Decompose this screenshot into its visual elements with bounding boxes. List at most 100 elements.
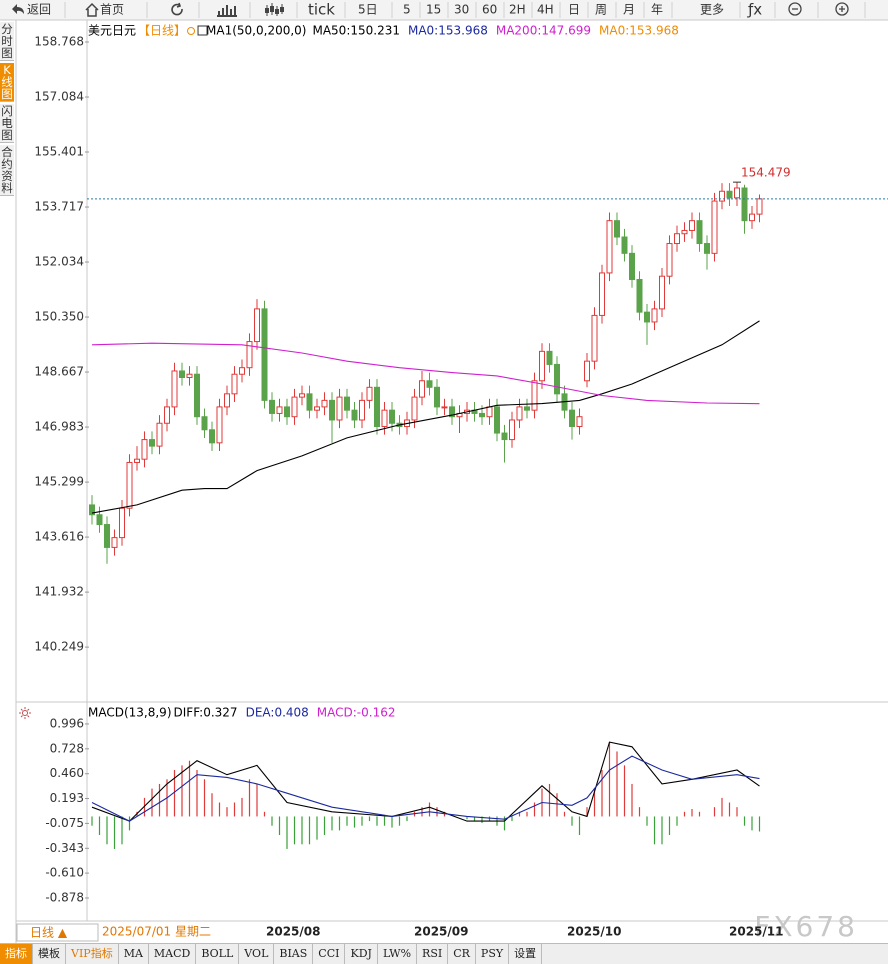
candle-body	[89, 504, 95, 516]
candle-body	[591, 314, 598, 362]
footer-tab[interactable]: MACD	[149, 944, 197, 964]
footer-tab[interactable]: BOLL	[196, 944, 240, 964]
y-tick-label: 0.460	[50, 766, 84, 780]
toolbar-button[interactable]: 30	[454, 3, 469, 17]
candle-body	[614, 220, 620, 238]
toolbar-button[interactable]: 首页	[100, 3, 124, 17]
y-tick-label: 152.034	[34, 255, 84, 269]
toolbar-button[interactable]: 返回	[27, 3, 51, 17]
candle-body	[134, 458, 140, 463]
toolbar-button[interactable]: 4H	[537, 3, 554, 17]
footer-tab[interactable]: CCI	[313, 944, 346, 964]
candle-body	[741, 187, 748, 222]
side-tab[interactable]: K线图	[0, 63, 14, 102]
indicator-icon	[197, 25, 208, 36]
toolbar-button[interactable]: 5	[403, 3, 411, 17]
y-tick-label: 0.193	[50, 791, 84, 805]
y-tick-label: 0.996	[50, 716, 84, 730]
x-tick-label: 2025/10	[567, 925, 621, 939]
toolbar-button[interactable]: 月	[623, 3, 635, 17]
toolbar-button[interactable]: 15	[426, 3, 441, 17]
candle-body	[284, 406, 290, 418]
legend-entry: MA0:153.968	[599, 24, 679, 38]
footer-tab[interactable]: VOL	[239, 944, 275, 964]
footer-tab[interactable]: BIAS	[274, 944, 314, 964]
side-tab[interactable]: 闪电图	[0, 104, 14, 143]
candle-body	[96, 514, 103, 526]
y-tick-label: 148.667	[34, 365, 84, 379]
candle-body	[749, 213, 755, 222]
toolbar-button[interactable]: 日	[568, 3, 580, 17]
toolbar-button[interactable]: 2H	[509, 3, 526, 17]
toolbar-button[interactable]: ƒx	[747, 1, 762, 19]
zoom-in-cross	[839, 6, 845, 12]
candle-body	[344, 396, 350, 411]
candle-body	[329, 399, 335, 421]
candle-icon-body	[265, 6, 284, 14]
zoom-out[interactable]	[788, 2, 802, 16]
line-series	[91, 320, 760, 514]
footer-tab[interactable]: PSY	[476, 944, 510, 964]
period-icon	[187, 27, 196, 35]
candle-body	[269, 399, 275, 414]
footer-tab[interactable]: 设置	[509, 944, 543, 964]
candle-body	[359, 399, 365, 421]
toolbar-button[interactable]: tick	[308, 1, 335, 19]
side-tab[interactable]: 合约资料	[0, 145, 14, 196]
period-button-label[interactable]: 日线 ▲	[30, 926, 68, 940]
legend-entry: MA0:153.968	[408, 24, 488, 38]
candle-body	[246, 341, 253, 369]
zoom-in[interactable]	[835, 2, 849, 16]
candle-body	[599, 272, 605, 316]
chart-title: MACD(13,8,9)	[88, 706, 172, 720]
side-tab[interactable]: 分时图	[0, 22, 14, 61]
line-series	[91, 755, 760, 822]
candle-body	[756, 198, 763, 215]
candle-body	[291, 396, 298, 418]
line-series	[91, 741, 760, 822]
footer-tab[interactable]: KDJ	[345, 944, 378, 964]
candle-body	[426, 380, 433, 388]
footer-tab[interactable]: CR	[448, 944, 476, 964]
indicator-label: MA1(50,0,200,0)	[206, 24, 306, 38]
candle-body	[119, 507, 125, 539]
candle-body	[704, 243, 710, 254]
chart-icon	[217, 5, 237, 17]
footer-tab[interactable]: 指标	[0, 944, 33, 964]
y-tick-label: 158.768	[34, 34, 84, 48]
candle-body	[186, 373, 193, 379]
candle-body	[486, 406, 493, 418]
footer-tab[interactable]: RSI	[417, 944, 449, 964]
candle-body	[299, 393, 305, 398]
candle-body	[321, 399, 328, 408]
toolbar-button[interactable]: 60	[482, 3, 497, 17]
y-tick-label: -0.075	[45, 816, 84, 830]
candle-body	[104, 524, 110, 548]
chart-title: 美元日元	[88, 24, 136, 38]
y-tick-label: 141.932	[34, 585, 84, 599]
period-label: 【日线】	[138, 24, 186, 38]
toolbar-button[interactable]: 年	[651, 3, 663, 17]
toolbar-button[interactable]: 5日	[358, 3, 378, 17]
candle-body	[644, 311, 650, 323]
candle-body	[629, 252, 635, 280]
footer-tab[interactable]: VIP指标	[66, 944, 119, 964]
candle-body	[171, 370, 178, 408]
candle-body	[434, 386, 440, 408]
footer-tab[interactable]: LW%	[378, 944, 418, 964]
candle-body	[689, 220, 695, 231]
toolbar-button[interactable]: 更多	[700, 3, 724, 17]
candle-body	[659, 275, 665, 310]
candle-body	[524, 406, 530, 411]
footer-tab[interactable]: 模板	[33, 944, 66, 964]
candle-body	[149, 439, 155, 447]
candle-body	[351, 409, 358, 421]
toolbar-button[interactable]: 周	[595, 3, 607, 17]
home-icon	[85, 2, 99, 17]
candle-body	[254, 308, 260, 343]
period-button[interactable]	[16, 923, 99, 942]
legend-entry: MACD:-0.162	[317, 706, 396, 720]
footer-tab[interactable]: MA	[119, 944, 149, 964]
y-tick-label: 146.983	[34, 420, 84, 434]
